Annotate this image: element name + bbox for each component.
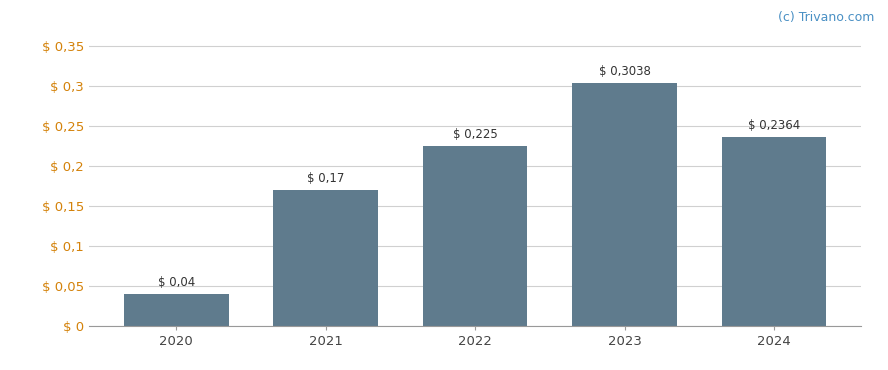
Text: $ 0,04: $ 0,04: [157, 276, 194, 289]
Text: $ 0,2364: $ 0,2364: [748, 119, 800, 132]
Text: $ 0,225: $ 0,225: [453, 128, 497, 141]
Bar: [722, 137, 826, 326]
Text: $ 0,3038: $ 0,3038: [599, 65, 650, 78]
Text: (c) Trivano.com: (c) Trivano.com: [778, 11, 875, 24]
Bar: [572, 83, 677, 326]
Bar: [274, 190, 378, 326]
Bar: [423, 146, 527, 326]
Bar: [124, 294, 228, 326]
Text: $ 0,17: $ 0,17: [307, 172, 345, 185]
